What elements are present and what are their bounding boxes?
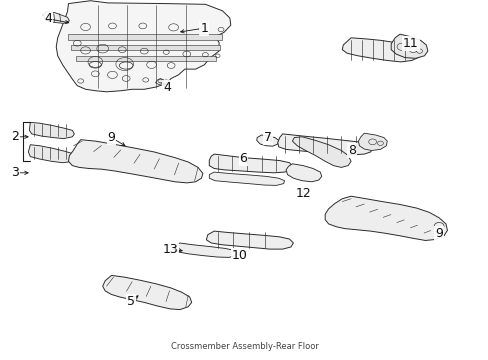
Text: 5: 5	[127, 295, 135, 308]
Polygon shape	[256, 135, 278, 146]
Text: 1: 1	[200, 22, 208, 35]
Polygon shape	[76, 56, 216, 61]
Text: 4: 4	[44, 12, 52, 25]
Text: 9: 9	[107, 131, 115, 144]
Text: 11: 11	[402, 37, 418, 50]
Text: 7: 7	[264, 131, 271, 144]
Text: 12: 12	[295, 187, 310, 200]
Text: 13: 13	[162, 243, 178, 256]
Text: 6: 6	[239, 152, 247, 165]
Text: 10: 10	[231, 249, 247, 262]
Polygon shape	[206, 231, 293, 249]
Polygon shape	[28, 145, 76, 163]
Text: 4: 4	[163, 81, 171, 94]
Polygon shape	[155, 78, 163, 85]
Polygon shape	[71, 45, 220, 50]
Polygon shape	[277, 134, 372, 155]
Polygon shape	[29, 122, 74, 139]
Text: 2: 2	[11, 130, 19, 143]
Polygon shape	[285, 164, 321, 182]
Text: 8: 8	[347, 144, 355, 157]
Polygon shape	[173, 243, 237, 257]
Text: 9: 9	[434, 227, 442, 240]
Text: 3: 3	[11, 166, 19, 179]
Polygon shape	[325, 196, 447, 240]
Polygon shape	[390, 34, 427, 58]
Polygon shape	[358, 133, 386, 150]
Polygon shape	[102, 275, 191, 310]
Polygon shape	[209, 154, 292, 173]
Polygon shape	[292, 137, 350, 167]
Polygon shape	[209, 172, 284, 185]
Polygon shape	[68, 140, 203, 183]
Polygon shape	[342, 38, 419, 62]
Polygon shape	[56, 1, 230, 92]
Polygon shape	[68, 34, 222, 40]
Polygon shape	[43, 12, 69, 23]
Text: Crossmember Assembly-Rear Floor: Crossmember Assembly-Rear Floor	[170, 342, 318, 351]
